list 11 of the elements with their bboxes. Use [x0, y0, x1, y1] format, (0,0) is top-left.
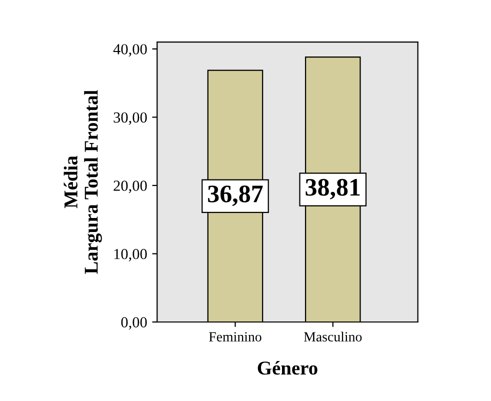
data-label: 36,87 — [208, 186, 263, 206]
y-tick-label: 40,00 — [113, 44, 147, 57]
x-tick-label: Masculino — [304, 332, 362, 342]
data-label: 38,81 — [306, 178, 360, 200]
y-tick-label: 0,00 — [121, 317, 147, 330]
y-tick-label: 20,00 — [114, 180, 147, 194]
y-tick-label: 10,00 — [114, 248, 147, 262]
y-tick-label: 30,00 — [114, 112, 147, 125]
x-axis-title: Género — [258, 360, 318, 375]
y-axis-title: Média Largura Total Frontal — [64, 90, 102, 274]
x-tick-label: Feminino — [209, 332, 262, 342]
